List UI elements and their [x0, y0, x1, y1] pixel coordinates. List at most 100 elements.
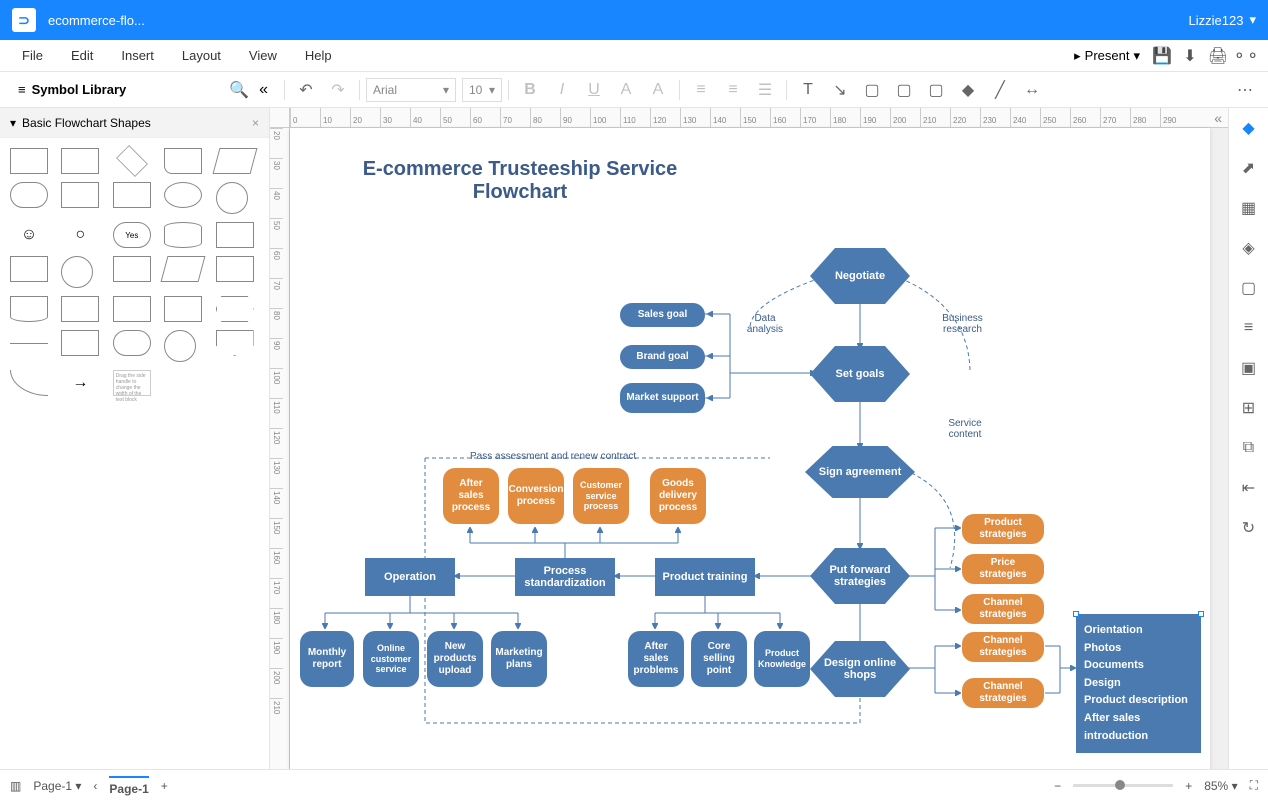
menu-file[interactable]: File	[8, 42, 57, 69]
shape-trap2[interactable]	[113, 296, 151, 322]
menu-layout[interactable]: Layout	[168, 42, 235, 69]
shape-pent[interactable]	[216, 330, 254, 356]
align-button[interactable]: ≡	[686, 76, 716, 104]
node-customer-service[interactable]: Customer service process	[573, 468, 629, 524]
more-icon[interactable]: ⋯	[1230, 76, 1260, 104]
page-tab[interactable]: Page-1	[109, 776, 148, 796]
save-icon[interactable]: 💾	[1148, 42, 1176, 70]
shape-circle[interactable]	[216, 182, 248, 214]
present-button[interactable]: ▸ Present ▾	[1066, 44, 1148, 68]
node-process-std[interactable]: Process standardization	[515, 558, 615, 596]
menu-help[interactable]: Help	[291, 42, 346, 69]
zoom-in-icon[interactable]: +	[1185, 779, 1192, 793]
list-button[interactable]: ☰	[750, 76, 780, 104]
shape-rect[interactable]	[10, 148, 48, 174]
fit-screen-icon[interactable]: ⛶	[1250, 778, 1258, 793]
node-details-box[interactable]: Orientation Photos Documents Design Prod…	[1076, 614, 1201, 753]
connector-tool[interactable]: ↘	[825, 76, 855, 104]
node-price-strat[interactable]: Price strategies	[962, 554, 1044, 584]
redo-button[interactable]: ↷	[323, 76, 353, 104]
shape-cylinder[interactable]	[164, 222, 202, 248]
bold-button[interactable]: B	[515, 76, 545, 104]
app-logo[interactable]: ⊃	[12, 8, 36, 32]
collapse-icon[interactable]: «	[259, 81, 268, 99]
shape-doc[interactable]	[164, 148, 202, 174]
node-marketing[interactable]: Marketing plans	[491, 631, 547, 687]
shape-rect5[interactable]	[61, 330, 99, 356]
shape-line[interactable]	[10, 343, 48, 344]
canvas[interactable]: E-commerce Trusteeship Service Flowchart	[290, 128, 1210, 769]
add-page-icon[interactable]: +	[161, 779, 168, 793]
shape-para2[interactable]	[161, 256, 206, 282]
node-operation[interactable]: Operation	[365, 558, 455, 596]
shape-arrow[interactable]: →	[61, 370, 99, 396]
shape-arc[interactable]	[10, 370, 48, 396]
highlight-button[interactable]: A	[643, 76, 673, 104]
node-monthly[interactable]: Monthly report	[300, 631, 354, 687]
search-icon[interactable]: 🔍	[229, 80, 249, 100]
shape-trap[interactable]	[113, 256, 151, 282]
export-panel-icon[interactable]: ⬈	[1237, 156, 1261, 180]
menu-insert[interactable]: Insert	[107, 42, 168, 69]
data-panel-icon[interactable]: ≡	[1237, 316, 1261, 340]
undo-button[interactable]: ↶	[291, 76, 321, 104]
node-design[interactable]: Design online shops	[810, 641, 910, 697]
node-market-support[interactable]: Market support	[620, 383, 705, 413]
arrow-tool[interactable]: ↔	[1017, 76, 1047, 104]
shape-card2[interactable]	[10, 256, 48, 282]
line-tool[interactable]: ╱	[985, 76, 1015, 104]
font-selector[interactable]: Arial▾	[366, 78, 456, 102]
shape-actor2[interactable]: ○	[61, 222, 99, 248]
node-sign[interactable]: Sign agreement	[805, 446, 915, 498]
shape-rect4[interactable]	[61, 296, 99, 322]
shape3-tool[interactable]: ▢	[921, 76, 951, 104]
expand-right-icon[interactable]: «	[1214, 110, 1222, 126]
share-icon[interactable]: ⚬⚬	[1232, 42, 1260, 70]
node-setgoals[interactable]: Set goals	[810, 346, 910, 402]
node-channel-strat3[interactable]: Channel strategies	[962, 678, 1044, 708]
tree-panel-icon[interactable]: ⊞	[1237, 396, 1261, 420]
history-panel-icon[interactable]: ↻	[1237, 516, 1261, 540]
size-selector[interactable]: 10▾	[462, 78, 502, 102]
italic-button[interactable]: I	[547, 76, 577, 104]
shape-yes[interactable]: Yes	[113, 222, 151, 248]
node-training[interactable]: Product training	[655, 558, 755, 596]
shape-note[interactable]: Drag the side handle to change the width…	[113, 370, 151, 396]
node-core-selling[interactable]: Core selling point	[691, 631, 747, 687]
print-icon[interactable]: 🖨	[1204, 42, 1232, 70]
menu-view[interactable]: View	[235, 42, 291, 69]
shape-predef2[interactable]	[113, 182, 151, 208]
text-tool[interactable]: T	[793, 76, 823, 104]
outline-icon[interactable]: ▥	[10, 779, 21, 793]
shape1-tool[interactable]: ▢	[857, 76, 887, 104]
shape-circle3[interactable]	[164, 330, 196, 362]
shape-diamond[interactable]	[116, 145, 148, 177]
shape-ellipse[interactable]	[164, 182, 202, 208]
shape-round2[interactable]	[113, 330, 151, 356]
zoom-level[interactable]: 85% ▾	[1204, 779, 1237, 793]
fill-panel-icon[interactable]: ◆	[1237, 116, 1261, 140]
shape-wave[interactable]	[10, 296, 48, 322]
node-brand-goal[interactable]: Brand goal	[620, 345, 705, 369]
zoom-slider[interactable]	[1073, 784, 1173, 787]
shape-rect2[interactable]	[61, 148, 99, 174]
node-channel-strat[interactable]: Channel strategies	[962, 594, 1044, 624]
shape-hex[interactable]	[216, 296, 254, 322]
node-sales-goal[interactable]: Sales goal	[620, 303, 705, 327]
download-icon[interactable]: ⬇	[1176, 42, 1204, 70]
shape-category[interactable]: ▾Basic Flowchart Shapes ×	[0, 108, 269, 138]
shape-actor[interactable]: ☺	[10, 222, 48, 248]
node-after-sales[interactable]: After sales process	[443, 468, 499, 524]
underline-button[interactable]: U	[579, 76, 609, 104]
slide-panel-icon[interactable]: ▢	[1237, 276, 1261, 300]
prev-page-icon[interactable]: ‹	[93, 779, 97, 793]
menu-edit[interactable]: Edit	[57, 42, 107, 69]
shape-card[interactable]	[216, 222, 254, 248]
image-panel-icon[interactable]: ▣	[1237, 356, 1261, 380]
shape2-tool[interactable]: ▢	[889, 76, 919, 104]
node-product-strat[interactable]: Product strategies	[962, 514, 1044, 544]
grid-panel-icon[interactable]: ▦	[1237, 196, 1261, 220]
copy-panel-icon[interactable]: ⧉	[1237, 436, 1261, 460]
shape-rounded[interactable]	[10, 182, 48, 208]
node-product-knowledge[interactable]: Product Knowledge	[754, 631, 810, 687]
